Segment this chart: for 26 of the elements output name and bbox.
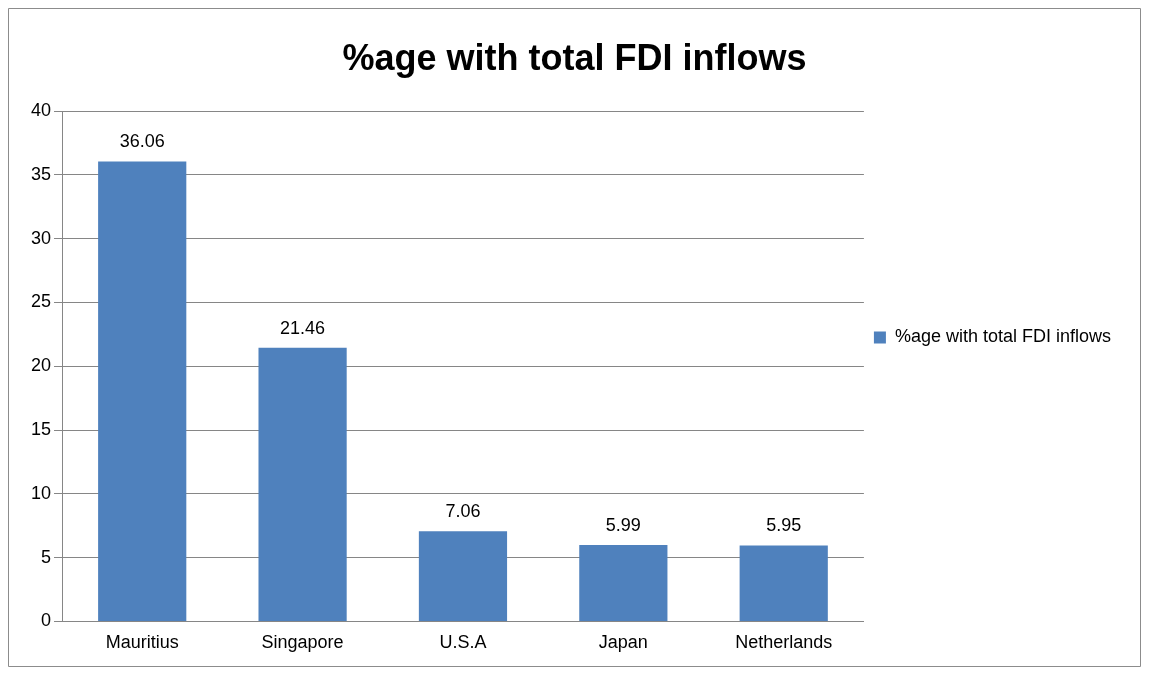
y-tick-label: 5 (41, 546, 52, 567)
bar (418, 531, 508, 621)
data-label: 7.06 (445, 501, 481, 522)
bar (739, 545, 828, 621)
y-tick-label: 15 (30, 419, 52, 440)
x-tick-label: Mauritius (105, 632, 179, 653)
y-tick-label: 20 (30, 355, 52, 376)
x-tick-label: Japan (598, 632, 648, 653)
y-tick-label: 30 (30, 227, 52, 248)
bar (258, 347, 347, 621)
data-label: 21.46 (280, 317, 326, 338)
y-tick-label: 35 (30, 163, 52, 184)
data-label: 5.99 (605, 514, 641, 535)
y-tick-label: 40 (30, 100, 52, 121)
data-label: 5.95 (766, 515, 802, 536)
y-tick-label: 25 (30, 291, 52, 312)
x-tick-label: Netherlands (735, 632, 833, 653)
y-tick-label: 0 (41, 610, 52, 631)
x-tick-label: U.S.A (439, 632, 487, 653)
data-label: 36.06 (119, 131, 165, 152)
chart-title: %age with total FDI inflows (342, 36, 807, 78)
y-tick-label: 10 (30, 482, 52, 503)
bar (579, 545, 668, 621)
x-tick-label: Singapore (261, 632, 344, 653)
bar (98, 161, 187, 621)
legend-label: %age with total FDI inflows (894, 326, 1112, 347)
